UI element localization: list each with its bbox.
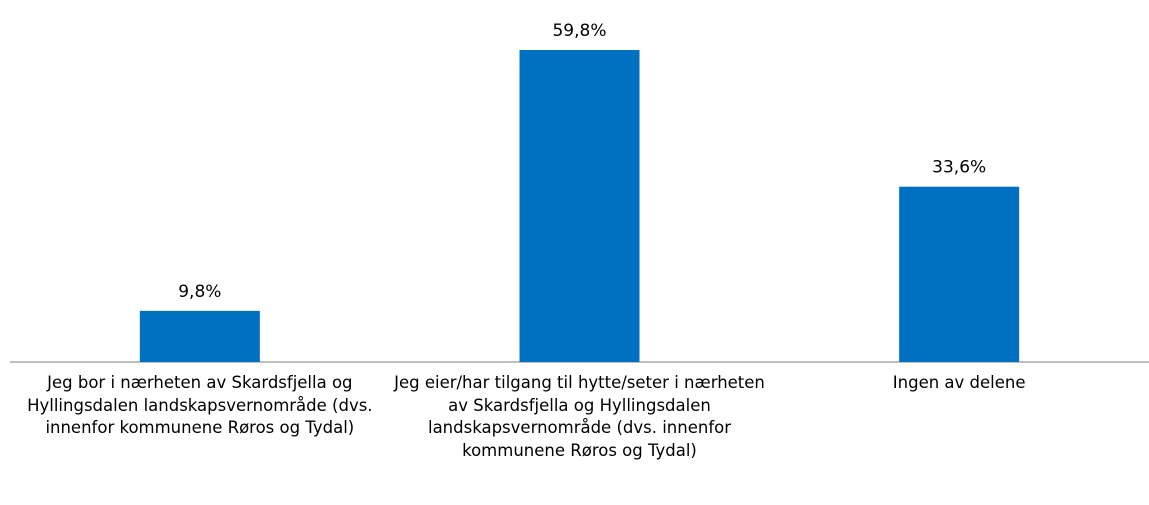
bar	[139, 310, 260, 362]
x-tick-label: Jeg bor i nærheten av Skardsfjella og Hy…	[27, 373, 373, 437]
data-label: 9,8%	[178, 282, 221, 302]
x-tick-label: Ingen av delene	[892, 373, 1026, 392]
bar	[519, 50, 640, 362]
data-label: 59,8%	[552, 21, 606, 41]
data-label: 33,6%	[932, 158, 986, 178]
bar	[899, 186, 1020, 362]
x-tick-label: Jeg eier/har tilgang til hytte/seter i n…	[394, 373, 765, 460]
